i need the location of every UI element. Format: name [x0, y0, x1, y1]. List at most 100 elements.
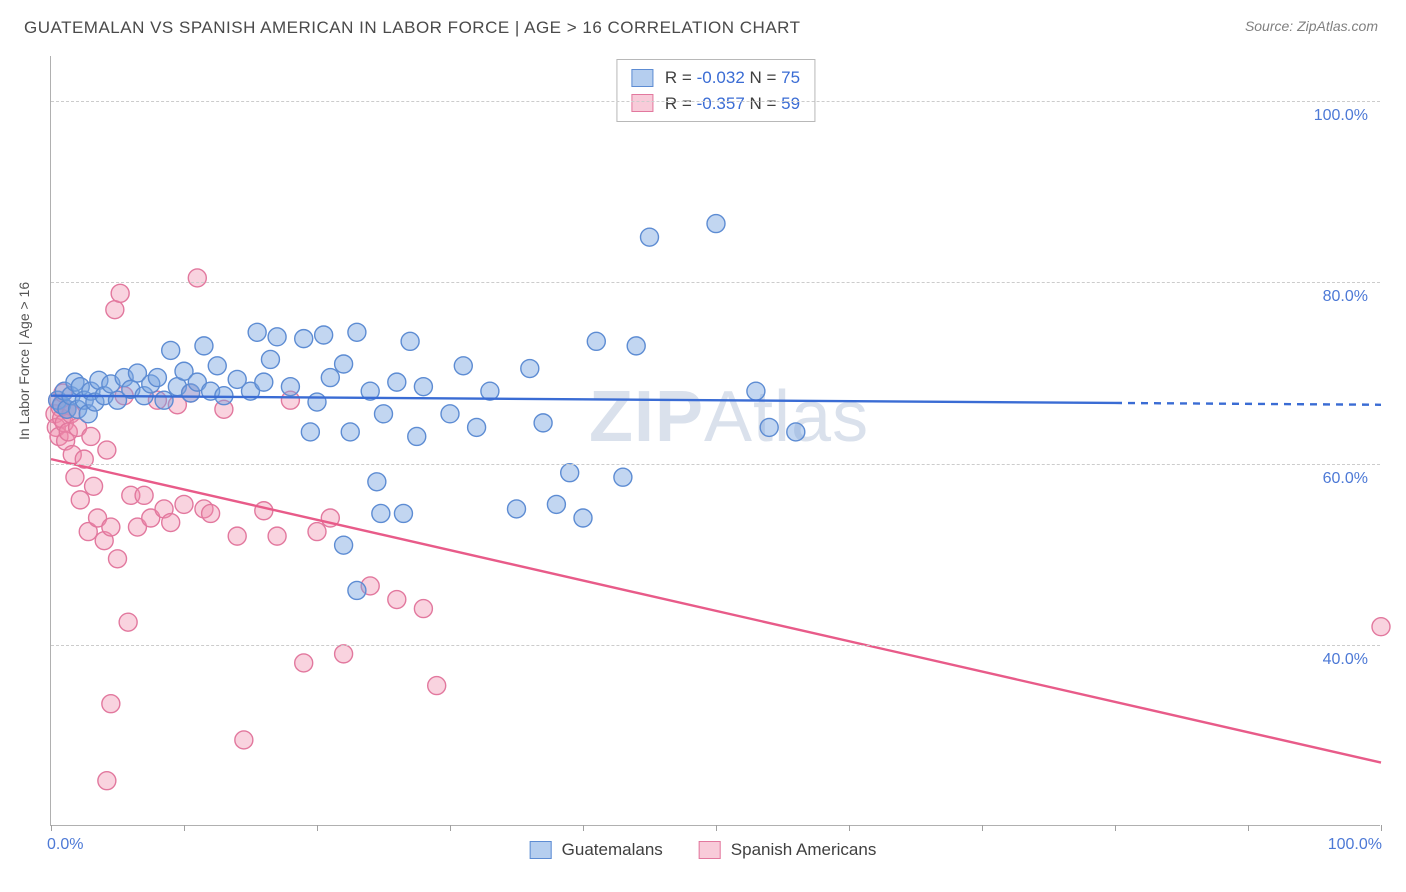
data-point-blue	[372, 504, 390, 522]
data-point-blue	[348, 323, 366, 341]
legend-swatch	[699, 841, 721, 859]
x-tick	[317, 825, 318, 831]
series-legend: Guatemalans Spanish Americans	[530, 840, 877, 860]
source-label: Source: ZipAtlas.com	[1245, 18, 1378, 34]
x-tick	[184, 825, 185, 831]
data-point-blue	[208, 357, 226, 375]
data-point-blue	[248, 323, 266, 341]
data-point-blue	[295, 330, 313, 348]
x-tick	[1248, 825, 1249, 831]
data-point-blue	[348, 581, 366, 599]
data-point-blue	[261, 350, 279, 368]
gridline	[51, 282, 1380, 283]
regression-line-blue-dashed	[1115, 403, 1381, 405]
data-point-pink	[66, 468, 84, 486]
data-point-blue	[321, 369, 339, 387]
data-point-blue	[454, 357, 472, 375]
data-point-blue	[614, 468, 632, 486]
y-tick-label: 40.0%	[1323, 651, 1368, 669]
x-tick	[450, 825, 451, 831]
data-point-blue	[641, 228, 659, 246]
data-point-blue	[368, 473, 386, 491]
data-point-blue	[587, 332, 605, 350]
data-point-pink	[111, 284, 129, 302]
data-point-blue	[760, 418, 778, 436]
x-tick	[1381, 825, 1382, 831]
data-point-blue	[441, 405, 459, 423]
data-point-pink	[102, 518, 120, 536]
data-point-pink	[98, 441, 116, 459]
data-point-blue	[414, 378, 432, 396]
data-point-blue	[561, 464, 579, 482]
gridline	[51, 645, 1380, 646]
data-point-blue	[408, 427, 426, 445]
data-point-blue	[148, 369, 166, 387]
gridline	[51, 101, 1380, 102]
data-point-blue	[281, 378, 299, 396]
data-point-blue	[627, 337, 645, 355]
data-point-blue	[195, 337, 213, 355]
data-point-blue	[787, 423, 805, 441]
x-tick-label: 0.0%	[47, 836, 83, 854]
y-axis-label: In Labor Force | Age > 16	[16, 282, 32, 440]
data-point-pink	[388, 591, 406, 609]
chart-plot-area: ZIPAtlas R = -0.032 N = 75R = -0.357 N =…	[50, 56, 1380, 826]
data-point-blue	[315, 326, 333, 344]
data-point-blue	[707, 215, 725, 233]
data-point-blue	[394, 504, 412, 522]
x-tick-label: 100.0%	[1328, 836, 1382, 854]
data-point-blue	[547, 495, 565, 513]
data-point-blue	[255, 373, 273, 391]
data-point-pink	[295, 654, 313, 672]
data-point-pink	[188, 269, 206, 287]
data-point-pink	[1372, 618, 1390, 636]
y-tick-label: 60.0%	[1323, 470, 1368, 488]
data-point-pink	[102, 695, 120, 713]
data-point-blue	[335, 355, 353, 373]
data-point-blue	[521, 360, 539, 378]
data-point-pink	[82, 427, 100, 445]
legend-swatch	[530, 841, 552, 859]
x-tick	[583, 825, 584, 831]
data-point-pink	[335, 645, 353, 663]
data-point-pink	[414, 600, 432, 618]
data-point-blue	[301, 423, 319, 441]
data-point-pink	[308, 523, 326, 541]
data-point-blue	[747, 382, 765, 400]
data-point-pink	[175, 495, 193, 513]
data-point-pink	[202, 504, 220, 522]
data-point-pink	[119, 613, 137, 631]
data-point-blue	[574, 509, 592, 527]
x-tick	[849, 825, 850, 831]
data-point-blue	[508, 500, 526, 518]
data-point-pink	[85, 477, 103, 495]
data-point-pink	[268, 527, 286, 545]
chart-title: GUATEMALAN VS SPANISH AMERICAN IN LABOR …	[24, 18, 801, 38]
legend-item: Guatemalans	[530, 840, 663, 860]
data-point-pink	[235, 731, 253, 749]
data-point-blue	[401, 332, 419, 350]
data-point-pink	[71, 491, 89, 509]
data-point-pink	[109, 550, 127, 568]
data-point-blue	[155, 391, 173, 409]
x-tick	[716, 825, 717, 831]
data-point-blue	[335, 536, 353, 554]
data-point-pink	[106, 301, 124, 319]
legend-item: Spanish Americans	[699, 840, 877, 860]
data-point-pink	[228, 527, 246, 545]
data-point-pink	[98, 772, 116, 790]
data-point-blue	[388, 373, 406, 391]
data-point-blue	[162, 341, 180, 359]
data-point-pink	[428, 677, 446, 695]
gridline	[51, 464, 1380, 465]
data-point-pink	[135, 486, 153, 504]
data-point-blue	[534, 414, 552, 432]
x-tick	[1115, 825, 1116, 831]
data-point-pink	[255, 502, 273, 520]
data-point-blue	[468, 418, 486, 436]
data-point-blue	[308, 393, 326, 411]
y-tick-label: 80.0%	[1323, 288, 1368, 306]
x-tick	[982, 825, 983, 831]
data-point-pink	[162, 514, 180, 532]
data-point-blue	[375, 405, 393, 423]
